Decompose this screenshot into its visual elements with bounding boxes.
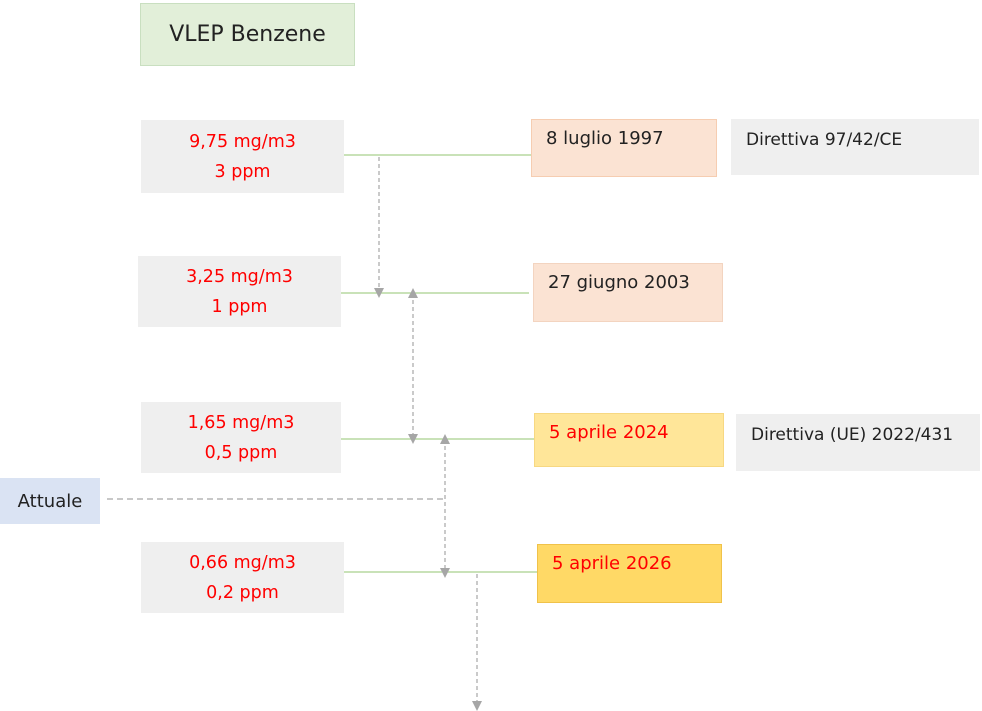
limit-mg-2003: 3,25 mg/m3 [186,266,293,287]
date-box-2024: 5 aprile 2024 [534,413,724,467]
limit-mg-2026: 0,66 mg/m3 [189,552,296,573]
date-box-2003: 27 giugno 2003 [533,263,723,322]
limit-ppm-2003: 1 ppm [211,296,268,317]
date-box-2026: 5 aprile 2026 [537,544,722,603]
limit-ppm-2026: 0,2 ppm [206,582,279,603]
limit-value-box-1997: 9,75 mg/m3 3 ppm [141,120,344,193]
directive-box-2024: Direttiva (UE) 2022/431 [736,414,980,471]
limit-ppm-2024: 0,5 ppm [204,442,278,463]
diagram-title: VLEP Benzene [140,3,355,66]
current-marker-label: Attuale [0,478,100,524]
limit-ppm-1997: 3 ppm [214,161,271,182]
limit-value-box-2024: 1,65 mg/m3 0,5 ppm [141,402,341,473]
limit-value-box-2026: 0,66 mg/m3 0,2 ppm [141,542,344,613]
limit-value-box-2003: 3,25 mg/m3 1 ppm [138,256,341,327]
limit-mg-2024: 1,65 mg/m3 [187,412,295,433]
limit-mg-1997: 9,75 mg/m3 [189,131,296,152]
date-box-1997: 8 luglio 1997 [531,119,717,177]
directive-box-1997: Direttiva 97/42/CE [731,119,979,175]
